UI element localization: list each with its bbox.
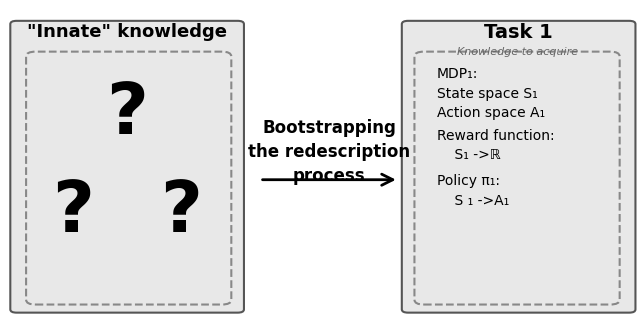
Text: ?: ? <box>52 178 95 247</box>
Text: S ₁ ->A₁: S ₁ ->A₁ <box>436 194 509 208</box>
Text: Knowledge to acquire: Knowledge to acquire <box>457 47 578 57</box>
FancyBboxPatch shape <box>402 21 636 313</box>
Text: MDP₁:: MDP₁: <box>436 67 478 81</box>
Text: S₁ ->ℝ: S₁ ->ℝ <box>436 148 500 163</box>
Text: Action space A₁: Action space A₁ <box>436 106 545 120</box>
Text: Reward function:: Reward function: <box>436 129 554 143</box>
Text: Policy π₁:: Policy π₁: <box>436 174 500 188</box>
Text: Task 1: Task 1 <box>484 23 553 42</box>
Text: process: process <box>293 167 365 185</box>
Text: ?: ? <box>106 80 148 149</box>
FancyBboxPatch shape <box>10 21 244 313</box>
Text: ?: ? <box>160 178 202 247</box>
Text: State space S₁: State space S₁ <box>436 87 538 101</box>
Text: "Innate" knowledge: "Innate" knowledge <box>27 23 227 41</box>
Text: Bootstrapping: Bootstrapping <box>262 119 396 137</box>
Text: the redescription: the redescription <box>248 143 410 161</box>
